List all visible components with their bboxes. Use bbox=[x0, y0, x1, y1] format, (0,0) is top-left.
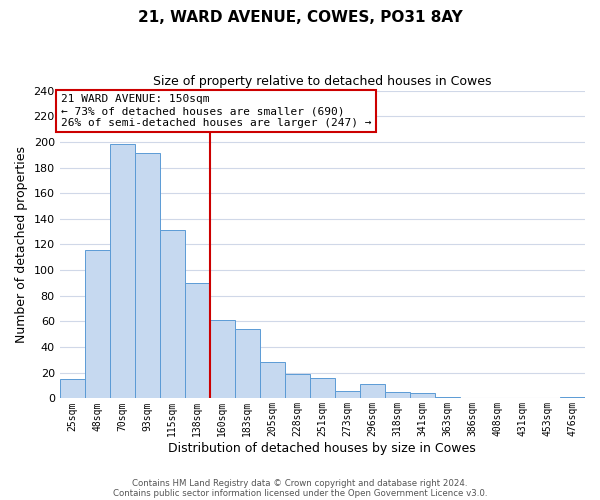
Text: Contains HM Land Registry data © Crown copyright and database right 2024.: Contains HM Land Registry data © Crown c… bbox=[132, 478, 468, 488]
Y-axis label: Number of detached properties: Number of detached properties bbox=[15, 146, 28, 343]
Bar bbox=[185, 283, 210, 399]
Bar bbox=[59, 379, 85, 398]
Bar bbox=[385, 392, 410, 398]
Bar bbox=[410, 394, 435, 398]
Text: 21, WARD AVENUE, COWES, PO31 8AY: 21, WARD AVENUE, COWES, PO31 8AY bbox=[137, 10, 463, 25]
Bar bbox=[160, 230, 185, 398]
Bar bbox=[85, 250, 110, 398]
Text: 21 WARD AVENUE: 150sqm
← 73% of detached houses are smaller (690)
26% of semi-de: 21 WARD AVENUE: 150sqm ← 73% of detached… bbox=[61, 94, 371, 128]
Bar bbox=[135, 154, 160, 398]
Text: Contains public sector information licensed under the Open Government Licence v3: Contains public sector information licen… bbox=[113, 488, 487, 498]
Bar bbox=[560, 397, 585, 398]
Bar bbox=[235, 329, 260, 398]
X-axis label: Distribution of detached houses by size in Cowes: Distribution of detached houses by size … bbox=[169, 442, 476, 455]
Title: Size of property relative to detached houses in Cowes: Size of property relative to detached ho… bbox=[153, 75, 491, 88]
Bar bbox=[210, 320, 235, 398]
Bar bbox=[310, 378, 335, 398]
Bar bbox=[110, 144, 135, 398]
Bar bbox=[285, 374, 310, 398]
Bar bbox=[260, 362, 285, 398]
Bar bbox=[435, 397, 460, 398]
Bar bbox=[335, 390, 360, 398]
Bar bbox=[360, 384, 385, 398]
